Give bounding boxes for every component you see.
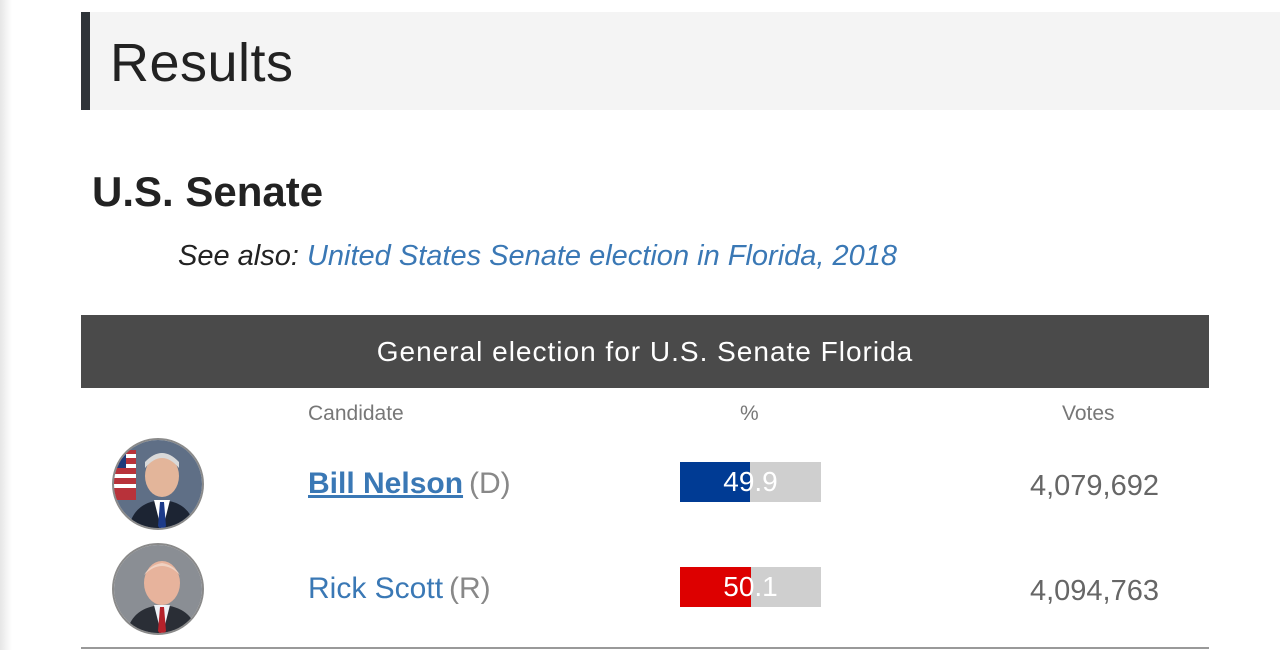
candidate-party: (D) — [469, 467, 511, 500]
page-edge-shadow — [0, 0, 12, 650]
candidate-link-scott[interactable]: Rick Scott — [308, 572, 444, 605]
candidate-photo-scott[interactable] — [112, 543, 204, 635]
vote-count: 4,079,692 — [1029, 470, 1159, 502]
candidate-photo-nelson[interactable] — [112, 438, 204, 530]
percent-bar: 49.9 — [680, 462, 821, 502]
table-bottom-rule — [81, 647, 1209, 649]
see-also-link[interactable]: United States Senate election in Florida… — [306, 240, 898, 272]
percent-value: 49.9 — [723, 466, 778, 497]
results-heading-box: Results — [81, 12, 1280, 110]
candidate-name-cell: Rick Scott (R) — [308, 572, 491, 606]
see-also-label: See also: — [178, 240, 299, 272]
candidate-photo-nelson-image — [114, 440, 202, 528]
results-table-caption: General election for U.S. Senate Florida — [81, 315, 1209, 388]
candidate-photo-scott-image — [114, 545, 202, 633]
candidate-name-cell: Bill Nelson (D) — [308, 467, 511, 501]
candidate-link-nelson[interactable]: Bill Nelson — [308, 467, 464, 500]
column-header-votes: Votes — [1062, 402, 1115, 425]
see-also-note: See also: United States Senate election … — [178, 240, 897, 273]
vote-count: 4,094,763 — [1029, 575, 1159, 607]
percent-bar-fill — [680, 567, 751, 607]
percent-bar-fill — [680, 462, 751, 502]
percent-value: 50.1 — [723, 571, 778, 602]
column-header-candidate: Candidate — [308, 402, 404, 425]
percent-bar: 50.1 — [680, 567, 821, 607]
page-title: Results — [110, 33, 294, 93]
section-title: U.S. Senate — [92, 168, 324, 215]
candidate-party: (R) — [449, 572, 491, 605]
column-header-percent: % — [740, 402, 759, 425]
